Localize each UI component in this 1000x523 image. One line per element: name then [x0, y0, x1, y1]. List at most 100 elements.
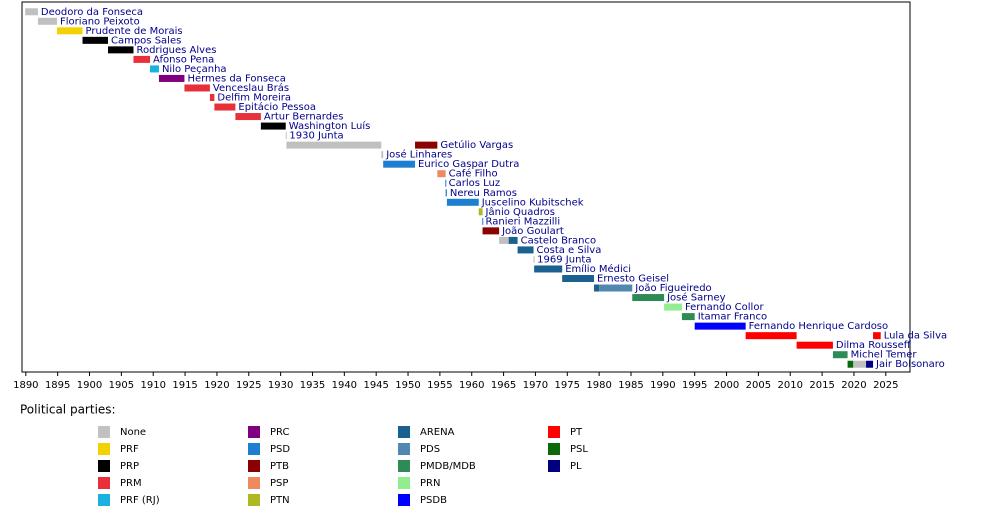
x-tick-label: 1960	[459, 380, 484, 391]
term-bar	[285, 132, 287, 140]
term-bar	[796, 341, 833, 349]
term-bar	[847, 360, 854, 368]
term-bar	[150, 65, 159, 73]
term-bar	[209, 94, 215, 101]
legend-swatch	[398, 460, 410, 472]
president-name: Venceslau Brás	[213, 82, 289, 94]
president-name: 1930 Junta	[289, 131, 343, 142]
legend-title: Political parties:	[20, 403, 116, 417]
x-tick-label: 1980	[586, 380, 611, 391]
legend-label: PSL	[570, 444, 588, 455]
president-name: Itamar Franco	[698, 312, 767, 323]
plot-frame	[21, 1, 911, 373]
president-name: Afonso Pena	[153, 54, 214, 65]
term-bar	[383, 160, 416, 168]
president-name: Ernesto Geisel	[597, 274, 669, 285]
president-name: Eurico Gaspar Dutra	[418, 159, 519, 170]
term-bar	[533, 255, 535, 263]
legend-label: PTB	[270, 461, 289, 472]
legend-label: PRC	[270, 427, 289, 438]
x-tick-label: 1955	[427, 380, 452, 391]
president-name: Dilma Rousseff	[836, 340, 912, 351]
legend-label: PSP	[270, 478, 288, 489]
term-bar	[694, 322, 746, 330]
legend-swatch	[248, 443, 260, 455]
x-tick-label: 1945	[363, 380, 388, 391]
term-bar	[260, 122, 286, 130]
legend-label: PRF (RJ)	[120, 495, 160, 506]
president-name: Campos Sales	[111, 35, 181, 46]
x-tick-label: 1995	[682, 380, 707, 391]
term-bar	[599, 284, 633, 292]
legend-swatch	[398, 443, 410, 455]
term-bar	[381, 151, 384, 159]
legend-label: PL	[570, 461, 582, 472]
president-name: Castelo Branco	[521, 235, 597, 246]
president-name: Michel Temer	[851, 350, 918, 361]
legend-swatch	[98, 426, 110, 438]
x-tick-label: 2005	[746, 380, 771, 391]
x-tick-label: 1965	[491, 380, 516, 391]
president-name: Jair Bolsonaro	[875, 359, 945, 370]
x-tick-label: 1915	[172, 380, 197, 391]
x-tick-label: 1950	[395, 380, 420, 391]
legend-swatch	[98, 460, 110, 472]
president-name: Fernando Collor	[685, 302, 765, 313]
x-tick-label: 1990	[650, 380, 675, 391]
president-name: Prudente de Morais	[86, 26, 183, 37]
x-tick-label: 1970	[523, 380, 548, 391]
term-bar	[446, 198, 479, 206]
president-name: Artur Bernardes	[264, 112, 344, 123]
legend-label: PRF	[120, 444, 139, 455]
term-bar	[482, 227, 500, 235]
legend-label: PMDB/MDB	[420, 461, 476, 472]
term-bar	[664, 303, 682, 311]
term-bar	[534, 265, 563, 273]
president-name: Hermes da Fonseca	[187, 73, 285, 84]
president-name: Washington Luís	[289, 120, 371, 132]
x-tick-label: 1920	[204, 380, 229, 391]
legend-swatch	[98, 443, 110, 455]
term-bar	[499, 236, 509, 244]
term-bar	[478, 208, 483, 216]
term-bar	[158, 74, 185, 82]
legend-label: PDS	[420, 444, 440, 455]
legend-label: PRP	[120, 461, 139, 472]
term-bar	[853, 360, 867, 368]
term-bar	[517, 246, 534, 254]
president-name: José Linhares	[385, 149, 452, 161]
x-tick-label: 1975	[555, 380, 580, 391]
term-bar	[745, 332, 797, 340]
president-name: Floriano Peixoto	[60, 16, 140, 27]
legend-swatch	[548, 443, 560, 455]
legend-swatch	[398, 494, 410, 506]
president-name: José Sarney	[666, 292, 726, 304]
legend-label: PRM	[120, 478, 142, 489]
term-bar	[235, 113, 261, 121]
legend-swatch	[248, 477, 260, 489]
term-bar	[632, 294, 665, 302]
term-bar	[873, 332, 881, 340]
legend-swatch	[98, 494, 110, 506]
president-name: Emílio Médici	[565, 263, 631, 275]
legend-swatch	[248, 426, 260, 438]
president-name: Juscelino Kubitschek	[481, 197, 584, 208]
legend-swatch	[398, 477, 410, 489]
legend-label: PSDB	[420, 495, 447, 506]
x-tick-label: 2000	[714, 380, 739, 391]
president-name: Jânio Quadros	[485, 206, 555, 218]
president-name: João Goulart	[501, 226, 564, 237]
term-bar	[184, 84, 210, 92]
x-tick-label: 2015	[809, 380, 834, 391]
term-bar	[57, 27, 83, 35]
president-name: Costa e Silva	[537, 245, 602, 256]
x-tick-label: 1890	[13, 380, 38, 391]
term-bar	[832, 351, 848, 359]
president-name: Café Filho	[449, 168, 498, 180]
president-name: Rodrigues Alves	[136, 45, 216, 56]
legend-label: PT	[570, 427, 583, 438]
legend-swatch	[548, 460, 560, 472]
legend-swatch	[248, 460, 260, 472]
president-name: Deodoro da Fonseca	[41, 7, 143, 18]
